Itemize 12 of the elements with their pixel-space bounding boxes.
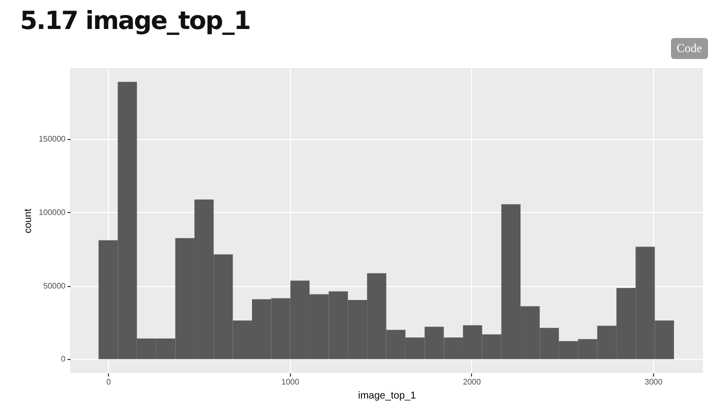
y-tick-label: 150000 — [38, 134, 66, 144]
x-tick-label: 1000 — [281, 378, 300, 386]
y-tick-label: 0 — [61, 354, 66, 364]
x-tick-label: 3000 — [644, 378, 663, 386]
code-button: Code — [670, 38, 708, 59]
x-tick-label: 2000 — [463, 378, 482, 386]
chart-title: 5.17 image_top_1 — [20, 6, 250, 35]
x-axis-title: image_top_1 — [358, 390, 416, 402]
y-tick-label: 50000 — [43, 281, 66, 290]
y-axis-title: count — [22, 208, 34, 234]
x-tick-label: 0 — [106, 378, 112, 386]
y-tick-label: 100000 — [38, 208, 66, 217]
